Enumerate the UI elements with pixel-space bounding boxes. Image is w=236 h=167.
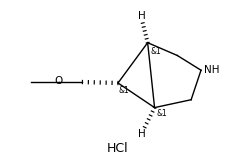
Text: O: O	[55, 76, 63, 86]
Text: &1: &1	[119, 86, 130, 95]
Text: &1: &1	[156, 109, 167, 118]
Text: H: H	[138, 129, 146, 139]
Text: H: H	[138, 11, 146, 21]
Text: &1: &1	[151, 47, 161, 56]
Text: NH: NH	[204, 65, 219, 75]
Text: HCl: HCl	[107, 142, 129, 155]
